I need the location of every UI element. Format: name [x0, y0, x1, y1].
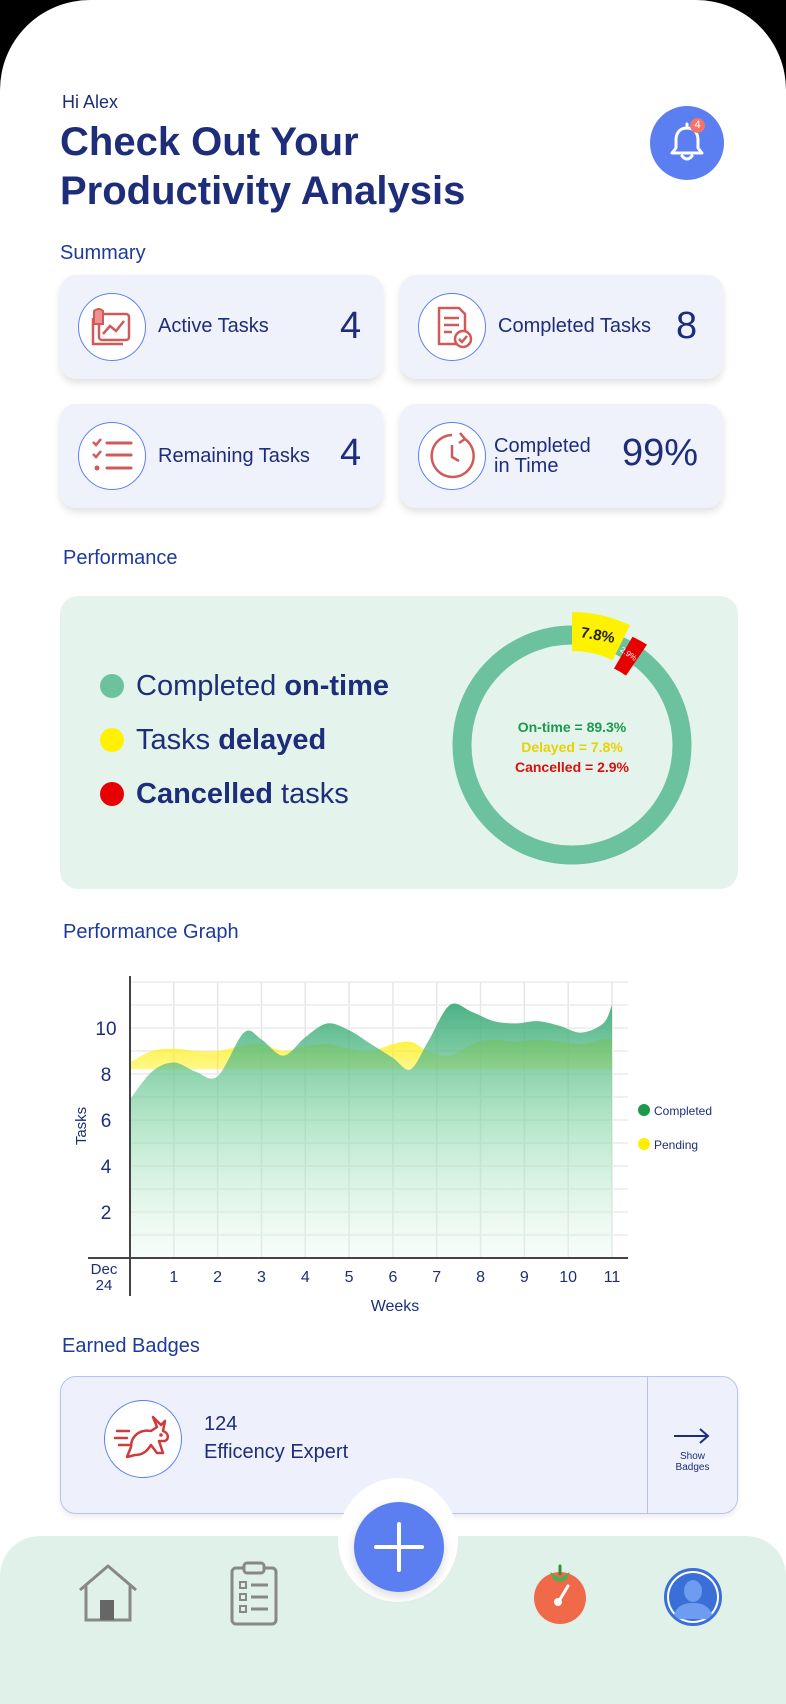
x-tick-label: 8 [476, 1269, 485, 1286]
greeting: Hi Alex [62, 92, 119, 112]
completed-tasks-card[interactable]: Completed Tasks 8 [400, 275, 723, 379]
center-cancelled-text: Cancelled = 2.9% [515, 759, 630, 775]
card-value: 4 [340, 432, 362, 474]
legend-cancelled: Cancelled tasks [100, 778, 349, 811]
y-tick-label: 10 [95, 1019, 116, 1040]
card-value: 8 [676, 305, 698, 347]
clock-icon [418, 422, 486, 490]
active-tasks-card[interactable]: Active Tasks 4 [60, 275, 383, 379]
nav-tasks[interactable] [226, 1560, 286, 1628]
legend-pending-label: Pending [654, 1138, 698, 1152]
notification-badge: 4 [690, 118, 705, 133]
delayed-dot [100, 728, 124, 752]
card-value: 99% [622, 432, 699, 474]
ontime-dot [100, 674, 124, 698]
rabbit-badge-icon [104, 1400, 182, 1478]
arrow-right-icon [674, 1428, 710, 1444]
card-label: Active Tasks [158, 315, 269, 337]
center-ontime-text: On-time = 89.3% [518, 719, 627, 735]
cancelled-dot [100, 782, 124, 806]
home-icon [79, 1564, 137, 1622]
card-value: 4 [340, 305, 362, 347]
badges-heading: Earned Badges [62, 1335, 200, 1357]
y-tick-labels: 2 4 6 8 10 [95, 1019, 116, 1224]
card-label: Completed in Time [494, 435, 591, 477]
x-tick-label: 6 [388, 1269, 397, 1286]
summary-heading: Summary [60, 242, 146, 264]
y-tick-label: 2 [101, 1203, 112, 1224]
card-label: Remaining Tasks [158, 445, 310, 467]
nav-profile[interactable] [664, 1568, 722, 1626]
chart-image-icon [78, 293, 146, 361]
y-tick-label: 6 [101, 1111, 112, 1132]
legend-completed-label: Completed [654, 1104, 712, 1118]
performance-panel: Completed on-time Tasks delayed Cancelle… [60, 596, 738, 889]
show-badges-button[interactable]: Show Badges [648, 1377, 737, 1513]
y-tick-label: 8 [101, 1065, 112, 1086]
donut-delayed-label: 7.8% [579, 624, 616, 647]
x-tick-label: 7 [432, 1269, 441, 1286]
badge-name: Efficency Expert [204, 1441, 349, 1463]
tomato-timer-icon [534, 1564, 586, 1624]
x-origin-label-line2: 24 [96, 1277, 113, 1294]
card-label: Completed Tasks [498, 315, 652, 337]
x-tick-labels: 1 2 3 4 5 6 7 8 9 10 11 [169, 1269, 620, 1286]
x-tick-label: 10 [559, 1269, 577, 1286]
notification-button[interactable]: 4 [650, 106, 724, 180]
performance-graph-heading: Performance Graph [63, 921, 239, 943]
plus-icon [374, 1522, 424, 1572]
x-tick-label: 1 [169, 1269, 178, 1286]
badge-count: 124 [204, 1413, 238, 1435]
donut-delayed-segment [572, 612, 630, 661]
x-tick-label: 3 [257, 1269, 266, 1286]
checklist-icon [78, 422, 146, 490]
donut-cancelled-segment [614, 636, 647, 676]
x-tick-label: 4 [301, 1269, 310, 1286]
series-completed-area [130, 1003, 612, 1258]
nav-pomodoro[interactable] [528, 1560, 592, 1626]
x-origin-label-line1: Dec [91, 1261, 118, 1278]
remaining-tasks-card[interactable]: Remaining Tasks 4 [60, 404, 383, 508]
legend-pending-dot [638, 1138, 650, 1150]
x-tick-label: 9 [520, 1269, 529, 1286]
center-delayed-text: Delayed = 7.8% [521, 739, 623, 755]
add-task-button[interactable] [354, 1502, 444, 1592]
performance-heading: Performance [63, 547, 178, 569]
x-tick-label: 11 [604, 1269, 621, 1286]
x-tick-label: 2 [213, 1269, 222, 1286]
x-tick-label: 5 [345, 1269, 354, 1286]
show-badges-label: Show Badges [675, 1451, 710, 1473]
checked-document-icon [418, 293, 486, 361]
page-title: Check Out Your Productivity Analysis [60, 120, 466, 213]
bell-icon [670, 122, 704, 161]
profile-avatar-icon [669, 1573, 717, 1621]
clipboard-icon [230, 1561, 278, 1626]
chart-axes [88, 976, 628, 1296]
badge-card[interactable]: 124 Efficency Expert Show Badges [60, 1376, 738, 1514]
completed-in-time-card[interactable]: Completed in Time 99% [400, 404, 723, 508]
x-axis-label: Weeks [371, 1298, 420, 1315]
legend-delayed: Tasks delayed [100, 724, 326, 757]
legend-ontime: Completed on-time [100, 670, 389, 703]
y-axis-label: Tasks [73, 1107, 90, 1145]
badge-divider [647, 1377, 648, 1513]
legend-completed-dot [638, 1104, 650, 1116]
y-tick-label: 4 [101, 1157, 112, 1178]
nav-home[interactable] [76, 1562, 140, 1626]
donut-chart: 7.8% 2.9% On-time = 89.3% Delayed = 7.8%… [452, 612, 692, 865]
